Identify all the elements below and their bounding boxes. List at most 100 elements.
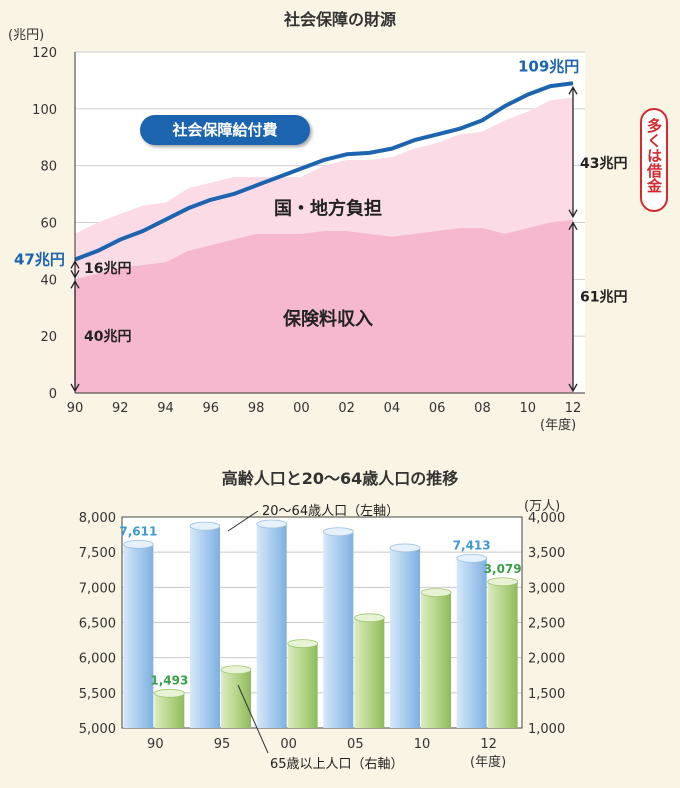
x-tick-label: 08 — [474, 401, 491, 416]
chart1-title: 社会保障の財源 — [283, 10, 396, 29]
start-insurance-arrow-head-top — [70, 280, 80, 289]
working-age-bar-top — [389, 543, 421, 553]
chart1-svg: 0 20 40 60 80 100 120 90 92 94 96 98 00 02 04 06 08 10 12 4… — [14, 46, 627, 416]
start-total-label: 47兆円 — [14, 250, 65, 268]
end-public-arrow-head-top — [568, 85, 578, 95]
left-tick-label: 6,000 — [79, 652, 116, 667]
x-tick-label: 04 — [384, 401, 401, 416]
y-tick-label: 20 — [40, 330, 57, 345]
elderly-bar — [287, 643, 318, 728]
benefit-line — [74, 81, 574, 262]
left-tick-label: 5,500 — [79, 687, 116, 702]
elderly-bar — [421, 592, 451, 728]
elderly-bar — [487, 581, 518, 728]
x-tick-label: 12 — [565, 401, 582, 416]
population-trend-panel: 高齢人口と20～64歳人口の推移 (万人) (年度) 5,000 5,500 6,0… — [0, 445, 680, 788]
elderly-bar-top — [487, 577, 519, 587]
x-tick-label: 06 — [429, 401, 446, 416]
elderly-bar-top — [153, 688, 185, 698]
right-tick-label: 1,500 — [528, 687, 565, 702]
plot2-frame — [121, 516, 523, 729]
end-insurance-arrow-head-bottom — [568, 383, 578, 393]
x-tick-label: 98 — [248, 401, 265, 416]
elderly-bar-top — [220, 665, 252, 675]
working-age-bar — [190, 526, 220, 728]
start-insurance-value: 40兆円 — [84, 329, 131, 345]
right-tick-label: 3,000 — [528, 581, 565, 596]
right-tick-label: 3,500 — [528, 546, 565, 561]
y-tick-label: 0 — [49, 387, 57, 402]
left-tick-label: 5,000 — [79, 722, 116, 737]
working-age-value-label: 7,413 — [453, 538, 491, 552]
elderly-value-label: 1,493 — [150, 673, 188, 687]
working-age-bar — [323, 531, 354, 728]
elderly-series-label: 65歳以上人口（右軸） — [270, 757, 404, 772]
category-label: 00 — [280, 737, 297, 752]
category-label: 10 — [414, 737, 431, 752]
insurance-income-area — [75, 219, 573, 393]
working-age-bar-top — [256, 519, 288, 529]
left-tick-label: 7,500 — [79, 546, 116, 561]
chart1-x-unit: (年度) — [540, 418, 577, 433]
benefit-series-label: 社会保障給付費 — [140, 115, 310, 145]
insurance-area-label: 保険料収入 — [282, 308, 373, 330]
y-tick-label: 80 — [40, 160, 57, 175]
x-tick-label: 02 — [338, 401, 355, 416]
elderly-bar — [221, 669, 251, 728]
chart2-x-unit: (年度) — [470, 755, 507, 770]
working-age-bar-top — [456, 553, 488, 563]
right-tick-label: 1,000 — [528, 722, 565, 737]
end-public-value: 43兆円 — [580, 156, 627, 172]
working-age-bar — [456, 558, 487, 728]
elderly-bar — [154, 693, 185, 728]
working-age-series-label: 20～64歳人口（左軸） — [262, 504, 399, 519]
end-public-arrow-head-bottom — [568, 209, 578, 218]
working-age-bar-top — [189, 521, 221, 531]
borrowing-note-badge: 多くは借金 — [640, 108, 668, 212]
x-tick-label: 96 — [203, 401, 220, 416]
chart1-y-unit: (兆円) — [8, 28, 45, 43]
x-tick-label: 10 — [519, 401, 536, 416]
y-tick-label: 120 — [32, 46, 57, 61]
x-tick-label: 00 — [293, 401, 310, 416]
social-security-financing-panel: 社会保障の財源 (兆円) (年度) 0 20 40 60 80 100 120 90 92 94 9… — [8, 10, 668, 433]
working-age-bar — [256, 524, 287, 728]
working-age-bar-top — [122, 539, 154, 549]
working-age-bar — [123, 544, 154, 728]
chart2-right-unit: (万人) — [524, 499, 561, 514]
chart2-title: 高齢人口と20～64歳人口の推移 — [221, 469, 459, 488]
y-tick-label: 100 — [32, 103, 57, 118]
right-tick-label: 2,000 — [528, 652, 565, 667]
public-area-label: 国・地方負担 — [274, 197, 382, 219]
working-age-bar — [390, 547, 420, 728]
start-public-value: 16兆円 — [84, 261, 131, 277]
start-public-arrow-head-top — [70, 260, 80, 269]
elderly-bar-top — [353, 613, 385, 623]
end-total-label: 109兆円 — [518, 57, 579, 75]
chart2-svg: 5,000 5,500 6,000 6,500 7,000 7,500 8,000 1,000… — [79, 504, 565, 772]
start-insurance-arrow-head-bottom — [70, 383, 80, 393]
y-tick-label: 40 — [40, 273, 57, 288]
working-age-bar-top — [322, 527, 354, 537]
borrowing-note: 多くは借金 — [645, 118, 663, 193]
end-insurance-value: 61兆円 — [580, 289, 627, 305]
working-age-callout-line — [227, 510, 259, 532]
elderly-value-label: 3,079 — [484, 562, 522, 576]
x-tick-label: 90 — [67, 401, 84, 416]
category-label: 05 — [347, 737, 364, 752]
x-tick-label: 94 — [157, 401, 174, 416]
right-tick-label: 4,000 — [528, 511, 565, 526]
working-age-value-label: 7,611 — [119, 524, 157, 538]
elderly-bar-top — [420, 588, 452, 598]
left-tick-label: 6,500 — [79, 617, 116, 632]
category-label: 12 — [480, 737, 497, 752]
x-tick-label: 92 — [112, 401, 129, 416]
category-label: 95 — [214, 737, 231, 752]
y-tick-label: 60 — [40, 217, 57, 232]
left-tick-label: 7,000 — [79, 581, 116, 596]
elderly-callout-line — [237, 684, 269, 754]
elderly-bar-top — [287, 639, 319, 649]
category-label: 90 — [147, 737, 164, 752]
right-tick-label: 2,500 — [528, 617, 565, 632]
end-insurance-arrow-head-top — [568, 221, 578, 230]
